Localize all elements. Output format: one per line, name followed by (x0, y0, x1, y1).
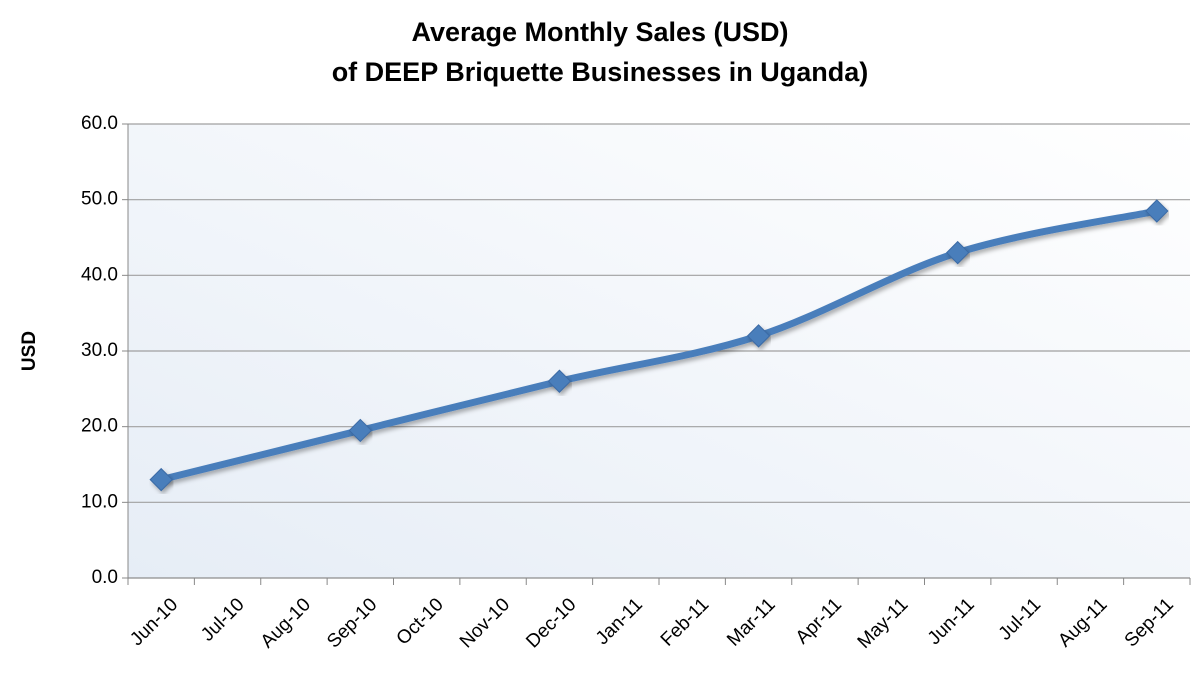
y-tick-label: 50.0 (81, 189, 118, 210)
chart-title: Average Monthly Sales (USD) (411, 17, 788, 47)
y-tick-label: 60.0 (81, 113, 118, 134)
y-tick-label: 0.0 (92, 567, 118, 588)
y-tick-label: 30.0 (81, 340, 118, 361)
x-tick-label: Aug-11 (1054, 594, 1111, 651)
x-tick-label: Jan-11 (592, 594, 647, 649)
y-tick-label: 20.0 (81, 416, 118, 437)
marker (348, 418, 373, 443)
x-tick-label: Apr-11 (792, 594, 846, 648)
x-tick-label: Jun-11 (924, 594, 979, 649)
marker (945, 240, 970, 265)
marker (547, 369, 572, 393)
x-tick-label: Jul-11 (995, 594, 1045, 644)
x-tick-label: Sep-10 (323, 594, 381, 652)
x-tick-label: Mar-11 (723, 594, 779, 650)
x-tick-label: Jul-10 (197, 594, 248, 645)
x-tick-label: Feb-11 (657, 594, 713, 650)
line (157, 207, 1161, 484)
x-tick-label: Nov-10 (456, 594, 514, 652)
x-tick-label: Jun-10 (126, 594, 182, 650)
chart-title: of DEEP Briquette Businesses in Uganda) (332, 57, 869, 87)
y-tick-label: 10.0 (81, 491, 118, 512)
x-tick-label: Dec-10 (522, 594, 580, 652)
y-axis-label: USD (19, 331, 40, 371)
y-tick-label: 40.0 (81, 264, 118, 285)
marker (1145, 199, 1169, 223)
marker (746, 324, 771, 348)
x-tick-label: May-11 (854, 594, 913, 653)
marker (149, 467, 173, 492)
x-tick-label: Sep-11 (1121, 594, 1178, 651)
x-tick-label: Oct-10 (393, 594, 448, 649)
x-tick-label: Aug-10 (257, 594, 315, 652)
